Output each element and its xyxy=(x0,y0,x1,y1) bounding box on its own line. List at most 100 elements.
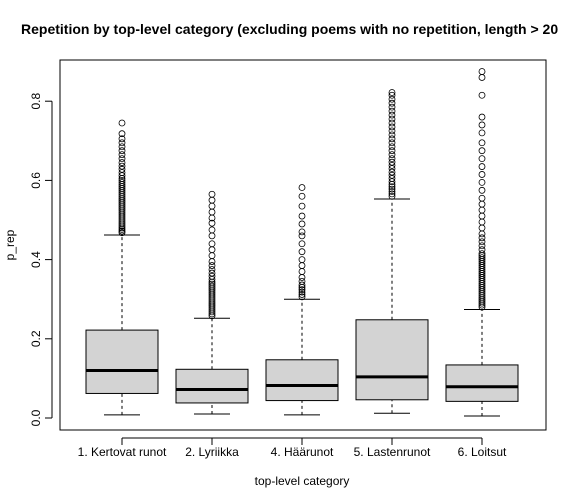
outlier-point xyxy=(388,139,396,147)
outlier-point xyxy=(478,218,486,226)
outlier-point xyxy=(388,188,396,195)
outlier-point xyxy=(478,246,486,254)
plot-frame xyxy=(59,59,547,431)
outlier-point xyxy=(208,258,216,265)
outlier-point xyxy=(208,232,216,240)
x-tick-label: 1. Kertovat runot xyxy=(78,445,167,459)
outlier-point xyxy=(478,74,486,81)
outlier-point xyxy=(388,147,396,155)
outlier-point xyxy=(208,240,216,248)
outlier-point xyxy=(388,143,396,151)
outlier-point xyxy=(118,178,126,186)
outlier-point xyxy=(118,135,126,143)
outlier-point xyxy=(298,192,306,200)
outlier-point xyxy=(478,194,486,202)
outlier-point xyxy=(388,95,396,103)
x-axis-label: top-level category xyxy=(255,474,350,488)
outlier-point xyxy=(208,208,216,216)
outlier-point xyxy=(478,238,486,246)
outlier-point xyxy=(298,228,306,236)
outlier-point xyxy=(118,176,126,184)
outlier-point xyxy=(478,230,486,238)
outlier-point xyxy=(388,171,396,179)
y-tick-label: 0.4 xyxy=(29,251,43,268)
y-tick-label: 0.8 xyxy=(29,93,43,110)
outlier-point xyxy=(388,107,396,115)
y-tick-label: 0.2 xyxy=(29,330,43,347)
outlier-point xyxy=(208,266,216,273)
outlier-point xyxy=(118,143,126,151)
outlier-point xyxy=(208,272,216,280)
outlier-point xyxy=(118,151,126,159)
outlier-point xyxy=(298,293,306,301)
outlier-point xyxy=(478,224,486,232)
box-group xyxy=(355,89,429,414)
outlier-point xyxy=(388,127,396,135)
outlier-point xyxy=(388,115,396,123)
outlier-point xyxy=(478,178,486,186)
outlier-point xyxy=(478,91,486,99)
outlier-point xyxy=(478,113,486,121)
outlier-point xyxy=(388,89,396,96)
outlier-point xyxy=(208,269,216,277)
outlier-point xyxy=(478,200,486,208)
outlier-point xyxy=(298,262,306,269)
outlier-point xyxy=(298,248,306,256)
outlier-point xyxy=(478,206,486,214)
box-iqr xyxy=(445,364,519,402)
y-tick-label: 0.6 xyxy=(29,172,43,189)
outlier-point xyxy=(298,277,306,285)
box-iqr xyxy=(175,368,249,404)
outlier-point xyxy=(208,252,216,260)
outlier-point xyxy=(478,212,486,220)
outlier-point xyxy=(478,139,486,147)
outlier-point xyxy=(118,130,126,138)
outlier-point xyxy=(118,119,126,127)
outlier-point xyxy=(388,161,396,169)
outlier-point xyxy=(298,268,306,275)
outlier-point xyxy=(208,226,216,234)
box-iqr xyxy=(265,359,339,402)
y-tick-label: 0.0 xyxy=(29,409,43,426)
x-tick-label: 4. Häärunot xyxy=(271,445,334,459)
outlier-point xyxy=(388,99,396,107)
outlier-point xyxy=(478,155,486,163)
outlier-point xyxy=(298,291,306,298)
outlier-point xyxy=(478,254,486,262)
outlier-point xyxy=(388,158,396,166)
outlier-point xyxy=(208,246,216,254)
outlier-point xyxy=(298,240,306,248)
outlier-point xyxy=(208,219,216,227)
outlier-point xyxy=(388,183,396,191)
outlier-point xyxy=(388,103,396,111)
outlier-point xyxy=(388,151,396,159)
outlier-point xyxy=(298,281,306,289)
box-group xyxy=(445,68,519,417)
outlier-point xyxy=(298,256,306,264)
outlier-point xyxy=(208,202,216,210)
box-group xyxy=(265,184,339,416)
outlier-point xyxy=(298,232,306,240)
outlier-point xyxy=(388,111,396,119)
outlier-point xyxy=(208,280,216,288)
x-tick-label: 6. Loitsut xyxy=(458,445,507,459)
outlier-point xyxy=(388,131,396,139)
outlier-point xyxy=(298,288,306,296)
outlier-point xyxy=(478,163,486,170)
outlier-point xyxy=(118,165,126,173)
y-axis-label: p_rep xyxy=(3,229,17,260)
outlier-point xyxy=(118,147,126,155)
outlier-point xyxy=(388,168,396,176)
outlier-point xyxy=(298,202,306,210)
outlier-point xyxy=(478,121,486,129)
box-group xyxy=(175,190,249,415)
box-iqr xyxy=(85,329,159,394)
outlier-point xyxy=(478,250,486,258)
outlier-point xyxy=(388,119,396,127)
outlier-point xyxy=(118,139,126,147)
outlier-point xyxy=(478,186,486,194)
outlier-point xyxy=(478,68,486,75)
outlier-point xyxy=(388,185,396,193)
outlier-point xyxy=(478,147,486,155)
outlier-point xyxy=(298,184,306,191)
